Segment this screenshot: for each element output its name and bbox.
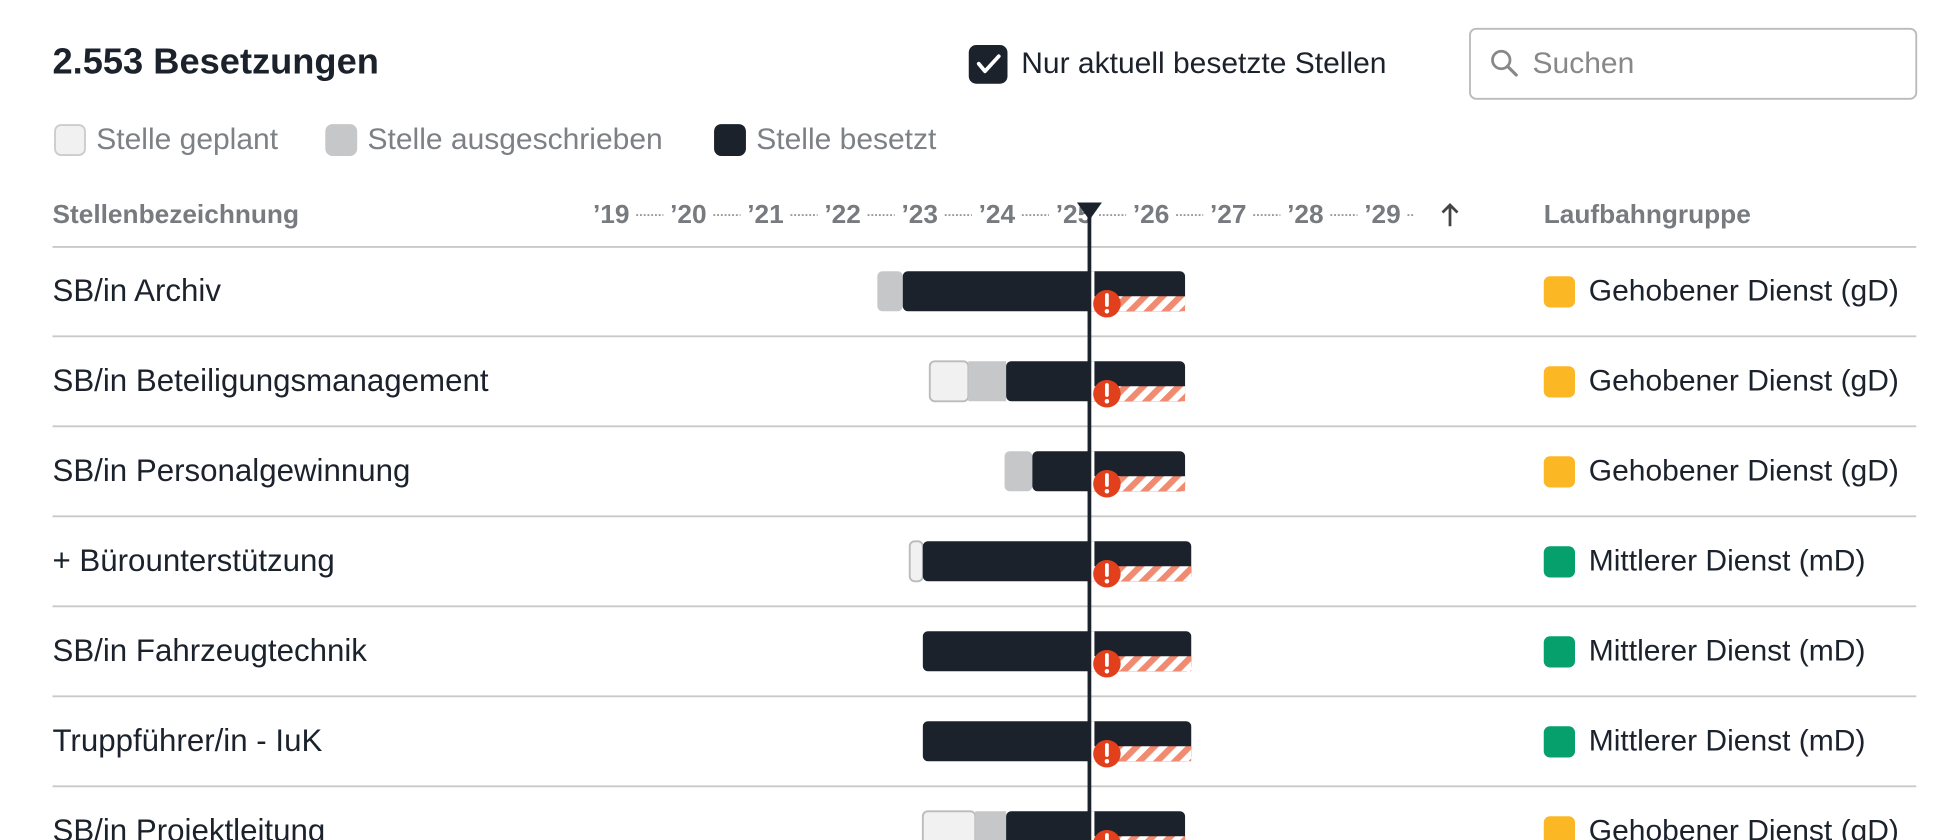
legend-label[interactable]: Stelle besetzt [756, 123, 937, 156]
today-marker [1076, 202, 1102, 840]
year-label: ’21 [747, 199, 784, 229]
year-label: ’22 [824, 199, 861, 229]
group-swatch [1543, 546, 1575, 578]
row-title[interactable]: SB/in Archiv [53, 273, 222, 308]
search-icon [1491, 49, 1512, 71]
rows: SB/in Archiv Gehobener Dienst (gD) SB/in B… [52, 271, 1917, 840]
year-label: ’26 [1133, 199, 1170, 229]
search-icon [1505, 64, 1518, 77]
row-title[interactable]: SB/in Beteiligungsmanagement [53, 363, 489, 398]
group-label: Gehobener Dienst (gD) [1589, 454, 1899, 487]
bar-segment [928, 360, 970, 403]
bar-segment [968, 361, 1007, 402]
legend-swatch[interactable] [54, 124, 86, 156]
warning-icon [1104, 579, 1110, 584]
group-label: Mittlerer Dienst (mD) [1589, 724, 1866, 757]
filter-label[interactable]: Nur aktuell besetzte Stellen [1021, 47, 1386, 80]
row-title[interactable]: SB/in Fahrzeugtechnik [53, 633, 368, 668]
bar-segment [921, 810, 977, 840]
check-icon [976, 54, 1001, 74]
group-label: Gehobener Dienst (gD) [1589, 814, 1899, 840]
year-label: ’23 [902, 199, 939, 229]
group-label: Gehobener Dienst (gD) [1589, 274, 1899, 307]
timeline-axis: ’19’20’21’22’23’24’25’26’27’28’29 [593, 199, 1459, 229]
group-swatch [1543, 276, 1575, 308]
today-triangle [1076, 202, 1102, 220]
legend: Stelle geplant Stelle ausgeschrieben Stell… [54, 123, 937, 156]
warning-icon [1104, 669, 1110, 674]
bar-segment [1006, 811, 1186, 840]
bar-segment [877, 271, 903, 312]
column-header[interactable]: Laufbahngruppe [1544, 199, 1751, 229]
group-label: Mittlerer Dienst (mD) [1589, 634, 1866, 667]
year-label: ’27 [1210, 199, 1247, 229]
legend-swatch[interactable] [325, 124, 358, 156]
legend-label[interactable]: Stelle ausgeschrieben [368, 123, 663, 156]
search-box[interactable]: Suchen [1469, 27, 1918, 100]
group-label: Mittlerer Dienst (mD) [1589, 544, 1866, 577]
row-title[interactable]: SB/in Projektleitung [53, 813, 326, 840]
overdue-hatch [1089, 836, 1186, 840]
warning-icon [1104, 489, 1110, 494]
year-label: ’28 [1287, 199, 1323, 229]
row-title[interactable]: SB/in Personalgewinnung [53, 453, 411, 488]
group-swatch [1543, 636, 1575, 668]
group-label: Gehobener Dienst (gD) [1589, 364, 1899, 397]
filter-checkbox[interactable]: Nur aktuell besetzte Stellen [968, 45, 1387, 84]
year-label: ’19 [593, 199, 630, 229]
row-title[interactable]: + Bürounterstützung [53, 543, 335, 578]
bar-segment [908, 540, 924, 583]
column-header[interactable]: Stellenbezeichnung [53, 199, 300, 229]
bar-segment [1004, 451, 1033, 492]
year-label: ’24 [979, 199, 1016, 229]
search-placeholder[interactable]: Suchen [1533, 47, 1635, 80]
group-swatch [1543, 726, 1575, 758]
bar-segment [975, 811, 1007, 840]
legend-label[interactable]: Stelle geplant [96, 123, 278, 156]
sort-icon[interactable] [1441, 203, 1459, 227]
group-swatch [1543, 816, 1575, 840]
row-title[interactable]: Truppführer/in - IuK [53, 723, 323, 758]
year-label: ’29 [1364, 199, 1401, 229]
group-swatch [1543, 366, 1575, 398]
checkbox[interactable] [968, 45, 1008, 84]
group-swatch [1543, 456, 1575, 488]
year-label: ’20 [670, 199, 707, 229]
search-input[interactable] [1469, 27, 1918, 100]
warning-icon [1104, 399, 1110, 404]
legend-swatch[interactable] [714, 124, 746, 156]
warning-icon [1104, 759, 1110, 764]
result-count: 2.553 Besetzungen [53, 40, 379, 81]
warning-icon [1104, 309, 1110, 314]
